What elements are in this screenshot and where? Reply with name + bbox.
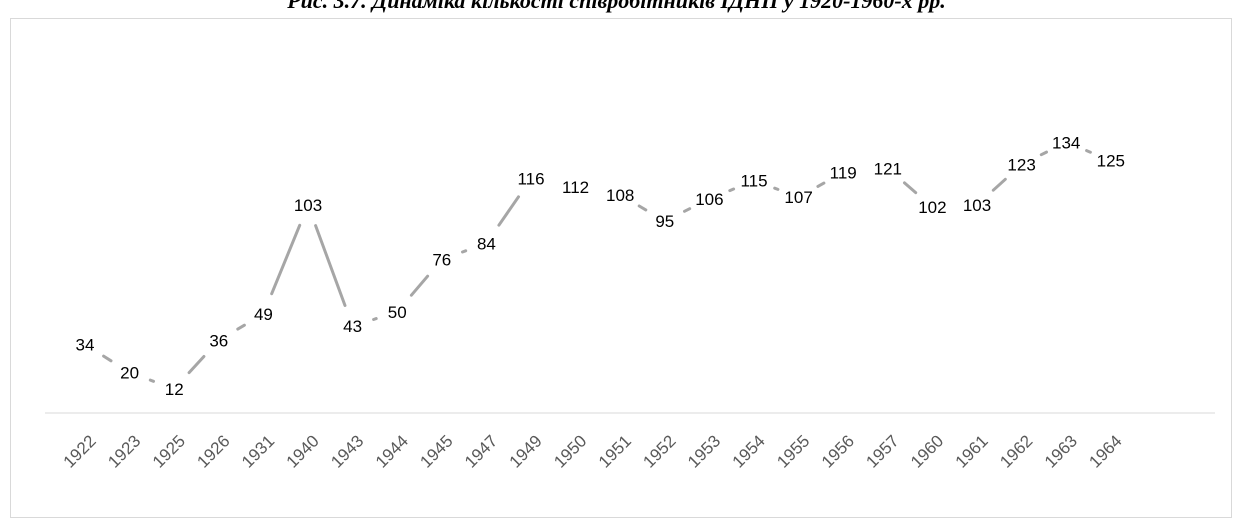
- x-tick-label: 1922: [60, 431, 100, 471]
- x-tick-label: 1952: [639, 431, 679, 471]
- series-line-segment: [187, 355, 206, 375]
- series-line-segment: [461, 249, 468, 254]
- series-line-segment: [683, 207, 692, 213]
- data-label: 43: [343, 317, 362, 336]
- x-tick-label: 1923: [104, 431, 144, 471]
- series-line-segment: [372, 317, 378, 321]
- data-label: 12: [165, 380, 184, 399]
- series-line-segment: [903, 181, 918, 195]
- series-line-segment: [236, 323, 246, 331]
- data-label: 121: [874, 160, 902, 179]
- x-tick-label: 1931: [238, 431, 278, 471]
- data-label: 112: [562, 178, 589, 197]
- x-tick-label: 1955: [773, 431, 813, 471]
- data-label: 95: [655, 212, 674, 231]
- series-line-segment: [816, 181, 826, 188]
- data-label: 50: [388, 303, 407, 322]
- series-line-segment: [102, 354, 113, 363]
- x-tick-label: 1957: [862, 431, 902, 471]
- x-tick-label: 1940: [283, 431, 323, 471]
- data-label: 103: [963, 196, 991, 215]
- series-line-segment: [773, 186, 780, 191]
- chart-title: Рис. 3.7. Динаміка кількості співробітни…: [287, 0, 946, 13]
- x-tick-label: 1960: [907, 431, 947, 471]
- x-tick-label: 1944: [372, 431, 412, 471]
- data-label: 76: [432, 251, 451, 270]
- x-tick-label: 1961: [952, 431, 992, 471]
- data-label: 49: [254, 305, 273, 324]
- data-label: 103: [294, 196, 322, 215]
- x-tick-label: 1945: [416, 431, 456, 471]
- line-chart: 34 20 12 36 49 103 43 50 76 84 116 112 108 95 106 115 10…: [45, 133, 1215, 472]
- series-line-segment: [314, 224, 347, 307]
- series-line-segment: [409, 274, 430, 297]
- data-label: 102: [918, 198, 946, 217]
- series-line-segment: [270, 223, 302, 296]
- data-label: 119: [830, 164, 857, 183]
- series-line-segment: [148, 378, 155, 383]
- data-label: 125: [1097, 152, 1125, 171]
- data-label: 34: [76, 335, 95, 354]
- data-label: 123: [1007, 156, 1035, 175]
- x-tick-label: 1943: [327, 431, 367, 471]
- data-label: 84: [477, 234, 496, 253]
- series-line-segment: [1039, 150, 1048, 157]
- series-line-segment: [497, 195, 520, 227]
- x-tick-label: 1925: [149, 431, 189, 471]
- x-tick-label: 1951: [595, 431, 635, 471]
- x-tick-label: 1954: [729, 431, 769, 471]
- data-label: 115: [740, 172, 767, 191]
- data-label: 20: [120, 364, 139, 383]
- x-tick-label: 1926: [193, 431, 233, 471]
- x-tick-label: 1964: [1085, 431, 1125, 471]
- data-label: 36: [209, 331, 228, 350]
- chart-frame: [10, 18, 1232, 518]
- series-line-segment: [637, 204, 648, 212]
- data-label: 116: [517, 170, 544, 189]
- series-line-segment: [728, 187, 736, 193]
- data-label: 107: [784, 188, 812, 207]
- x-tick-label: 1949: [506, 431, 546, 471]
- data-label: 108: [606, 186, 634, 205]
- x-tick-label: 1956: [818, 431, 858, 471]
- x-tick-label: 1963: [1041, 431, 1081, 471]
- x-tick-label: 1950: [550, 431, 590, 471]
- data-label: 106: [695, 190, 723, 209]
- series-line-segment: [991, 177, 1007, 192]
- series-line-segment: [1085, 149, 1092, 154]
- x-tick-label: 1962: [996, 431, 1036, 471]
- x-tick-label: 1953: [684, 431, 724, 471]
- data-label: 134: [1052, 133, 1080, 152]
- x-tick-label: 1947: [461, 431, 501, 471]
